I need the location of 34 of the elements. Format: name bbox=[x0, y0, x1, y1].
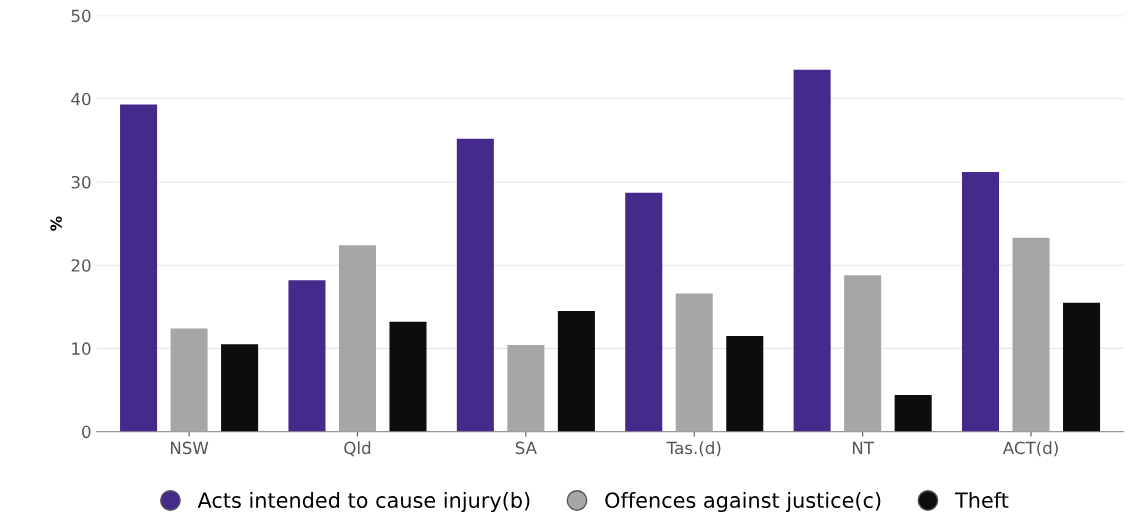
y-axis-title: % bbox=[50, 216, 62, 231]
bar bbox=[894, 394, 932, 432]
bar bbox=[625, 192, 663, 432]
bar bbox=[1063, 302, 1101, 432]
y-tick-label: 30 bbox=[71, 175, 91, 189]
legend-label: Acts intended to cause injury(b) bbox=[197, 491, 530, 513]
bar bbox=[120, 104, 158, 432]
bar bbox=[170, 328, 208, 432]
x-tick-label: NT bbox=[852, 441, 875, 454]
bar bbox=[507, 345, 545, 432]
bar bbox=[844, 275, 882, 432]
bar bbox=[221, 344, 259, 432]
bar bbox=[962, 172, 1000, 432]
x-tick-label: Qld bbox=[344, 441, 371, 457]
bar bbox=[288, 280, 326, 432]
bar bbox=[1012, 237, 1050, 432]
bar bbox=[793, 69, 831, 432]
bar bbox=[726, 335, 764, 432]
y-tick-label: 20 bbox=[71, 259, 91, 272]
x-tick-label: NSW bbox=[170, 441, 209, 455]
bar bbox=[389, 321, 427, 432]
bar bbox=[557, 310, 595, 432]
legend-label: Offences against justice(c) bbox=[605, 491, 881, 513]
y-tick-label: 10 bbox=[72, 342, 91, 355]
y-tick-label: 50 bbox=[71, 9, 91, 23]
x-tick-label: Tas.(d) bbox=[666, 441, 721, 457]
legend-label: Theft bbox=[954, 491, 1009, 509]
y-tick-label: 0 bbox=[82, 425, 91, 439]
bar bbox=[338, 245, 376, 432]
bar bbox=[675, 293, 713, 432]
x-tick-label: SA bbox=[515, 441, 537, 455]
bar bbox=[456, 138, 494, 432]
x-tick-label: ACT(d) bbox=[1002, 441, 1058, 457]
y-tick-label: 40 bbox=[71, 92, 91, 106]
